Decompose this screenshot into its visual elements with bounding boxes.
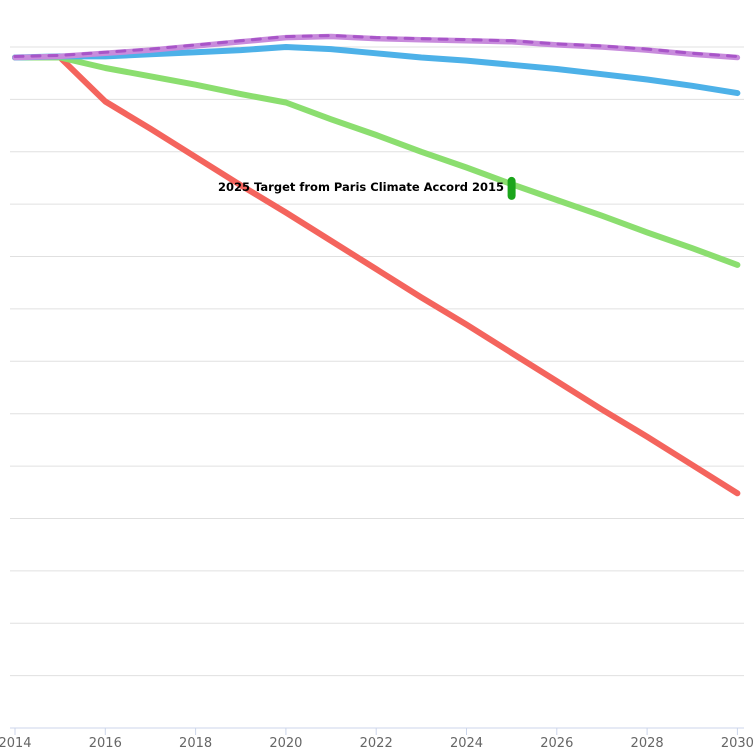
x-tick-label: 2024: [450, 736, 483, 751]
series-line-green-scenario[interactable]: [12, 54, 741, 268]
x-tick-label: 2028: [631, 736, 664, 751]
target-marker[interactable]: [507, 176, 516, 200]
series-line-red-scenario[interactable]: [12, 54, 741, 497]
x-tick-label: 2030: [721, 736, 754, 751]
x-tick-label: 2018: [179, 736, 212, 751]
x-tick-label: 2026: [540, 736, 573, 751]
x-tick-label: 2020: [269, 736, 302, 751]
x-tick-label: 2014: [0, 736, 32, 751]
x-tick-label: 2022: [360, 736, 393, 751]
series-line-purple-scenario-dashed-overlay[interactable]: [13, 34, 739, 58]
series-line-blue-scenario[interactable]: [12, 44, 741, 97]
x-tick-label: 2016: [89, 736, 122, 751]
target-annotation-label: 2025 Target from Paris Climate Accord 20…: [218, 180, 504, 194]
